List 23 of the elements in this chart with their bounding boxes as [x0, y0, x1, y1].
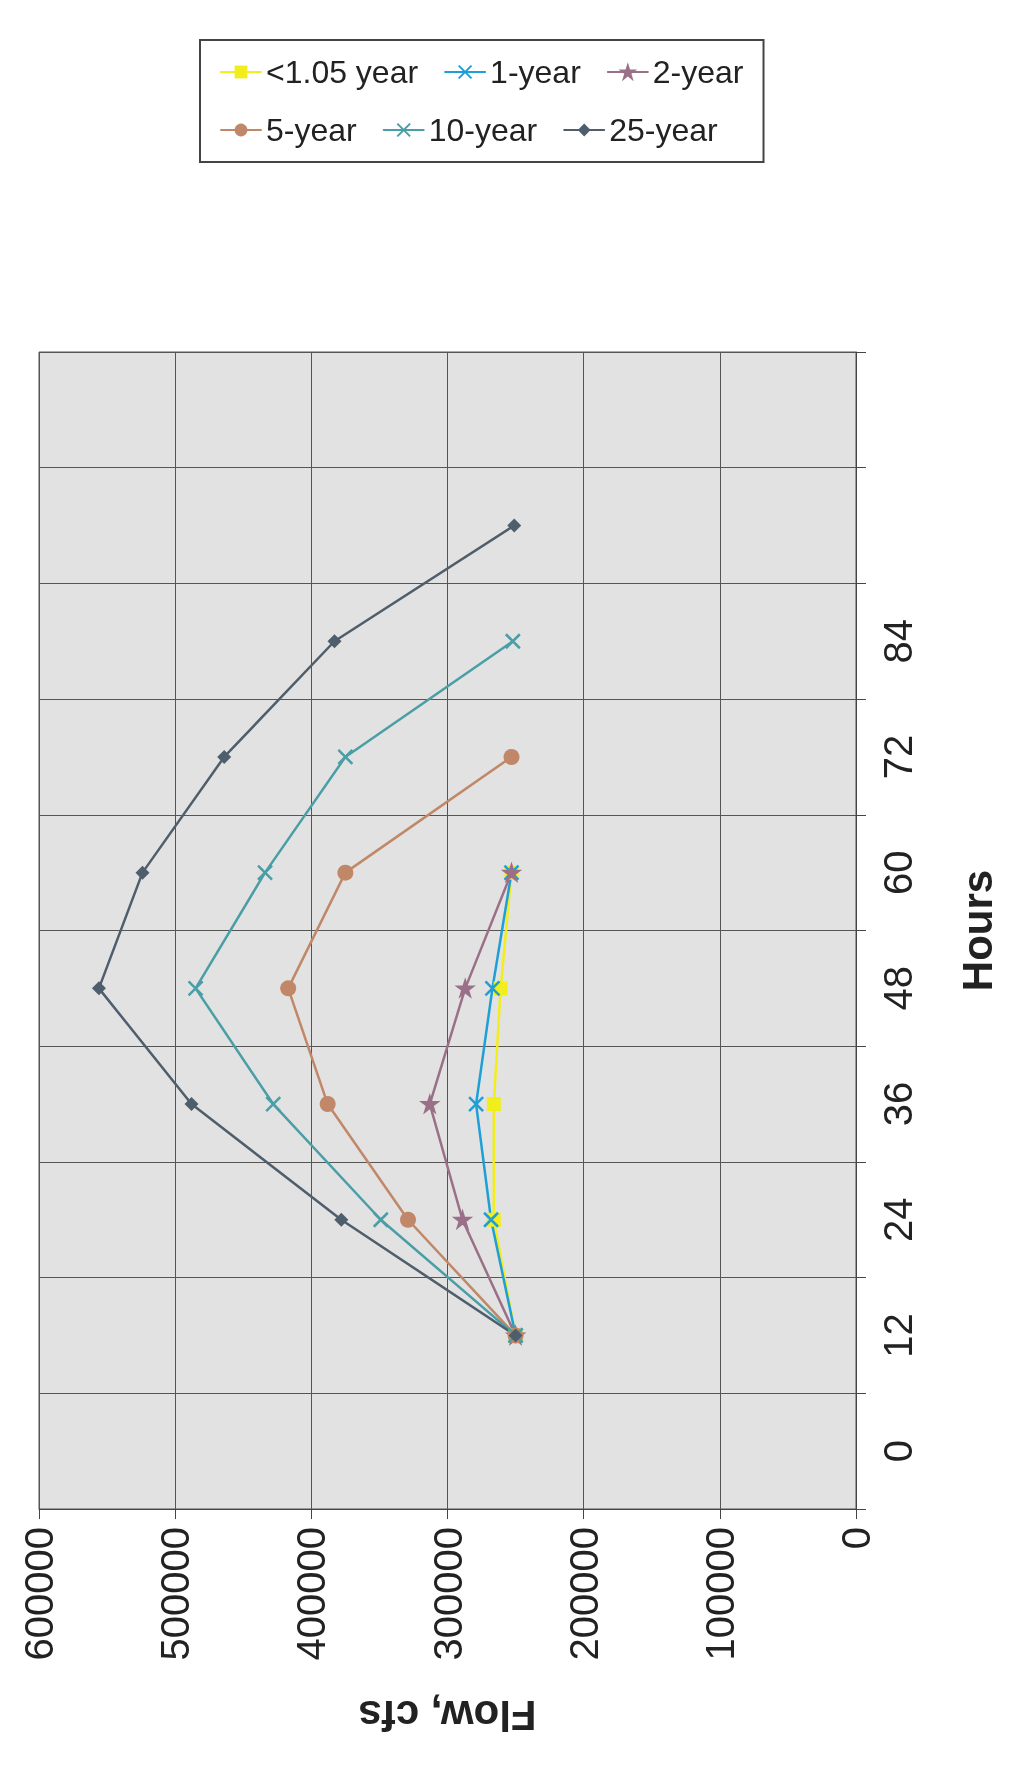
y-tick-label: 72 [876, 734, 920, 780]
y-tick-label: 60 [876, 850, 920, 895]
legend-label: 2-year [652, 54, 744, 90]
x-tick-label: 200000 [561, 1527, 606, 1661]
y-tick-label: 48 [876, 966, 920, 1011]
y-tick-label: 12 [876, 1313, 920, 1358]
y-axis-title: Hours [953, 869, 1001, 992]
x-tick-label: 300000 [425, 1527, 470, 1661]
legend-label: 25-year [609, 112, 719, 148]
y-tick-label: 36 [876, 1081, 920, 1127]
y-tick-label: 0 [876, 1440, 920, 1463]
x-tick-label: 500000 [153, 1527, 198, 1661]
x-tick-label: 0 [834, 1527, 878, 1550]
legend-label: <1.05 year [266, 54, 419, 90]
legend-label: 5-year [266, 112, 358, 148]
x-axis-title: Flow, cfs [358, 1691, 537, 1739]
y-tick-label: 24 [876, 1197, 920, 1242]
x-tick-label: 400000 [289, 1527, 334, 1661]
y-tick-label: 84 [876, 619, 920, 664]
x-tick-label: 600000 [17, 1527, 61, 1661]
legend-label: 1-year [490, 54, 582, 90]
x-tick-label: 100000 [697, 1527, 742, 1661]
legend-label: 10-year [428, 112, 538, 148]
